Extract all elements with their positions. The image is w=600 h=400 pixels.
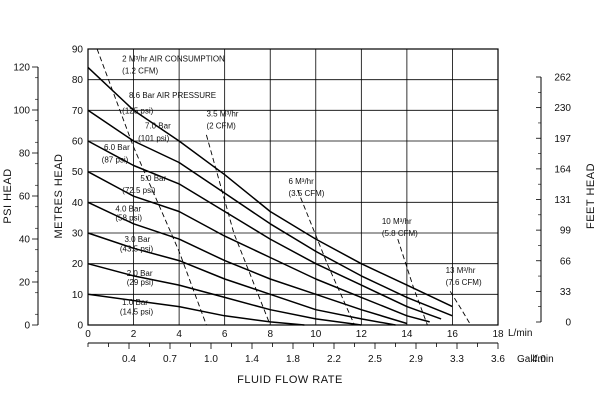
air-pressure-curve	[87, 66, 453, 308]
curve-label: 13 M³/hr	[446, 266, 476, 275]
feet-tick-label: 0	[565, 318, 571, 329]
feet-tick-label: 262	[554, 73, 571, 84]
feet-axis-title: FEET HEAD	[585, 163, 597, 229]
curve-label: 2 M³/hr AIR CONSUMPTION	[122, 54, 225, 63]
tick-labels: 0 2 4 6 8 10 12 14 16 18 0 10 20 30 40 50 60 70 80 90 0.4 0.7…	[13, 45, 571, 366]
psi-tick-label: 40	[19, 235, 31, 246]
air-pressure-curve	[87, 171, 430, 323]
curve-label: 3.5 M³/hr	[206, 109, 238, 118]
psi-tick-label: 60	[19, 192, 31, 203]
curve-label: 10 M³/hr	[382, 217, 412, 226]
curve-label: (101 psi)	[138, 134, 169, 143]
x2-tick-label: 1.8	[286, 354, 300, 365]
curve-label: (14.5 psi)	[120, 307, 154, 316]
x-tick-label: 10	[310, 329, 322, 340]
y-tick-label: 90	[72, 45, 84, 56]
curve-label: (87 psi)	[102, 155, 129, 164]
x2-tick-label: 1.0	[204, 354, 218, 365]
feet-tick-label: 230	[554, 103, 571, 114]
x2-tick-label: 4.0	[532, 354, 546, 365]
y-tick-label: 50	[72, 167, 84, 178]
feet-tick-label: 197	[554, 134, 571, 145]
psi-tick-label: 0	[24, 321, 30, 332]
curve-label: (5.8 CFM)	[382, 229, 418, 238]
curve-label: 4.0 Bar	[115, 205, 141, 214]
air-pressure-curve	[87, 262, 362, 326]
y-tick-label: 40	[72, 198, 84, 209]
y-tick-label: 70	[72, 106, 84, 117]
curve-label: 5.0 Bar	[140, 174, 166, 183]
data-series	[87, 48, 472, 326]
y-tick-label: 0	[77, 321, 83, 332]
psi-axis-title: PSI HEAD	[2, 168, 14, 223]
y-tick-label: 20	[72, 259, 84, 270]
x-tick-label: 6	[222, 329, 228, 340]
x2-tick-label: 2.9	[409, 354, 423, 365]
curve-label: (43.5 psi)	[120, 244, 154, 253]
x-tick-label: 18	[492, 329, 504, 340]
curve-label: (58 psi)	[115, 214, 142, 223]
y-tick-label: 10	[72, 290, 84, 301]
feet-tick-label: 164	[554, 164, 571, 175]
curve-label: 1.0 Bar	[122, 298, 148, 307]
air-pressure-curve	[87, 140, 442, 320]
curve-label: 7.0 Bar	[145, 122, 171, 131]
air-consumption-line	[449, 291, 472, 326]
x2-tick-label: 2.2	[327, 354, 341, 365]
curve-label: (29 psi)	[127, 278, 154, 287]
feet-tick-label: 66	[560, 256, 572, 267]
air-pressure-curve	[87, 293, 305, 326]
psi-tick-label: 20	[19, 278, 31, 289]
air-consumption-line	[96, 48, 207, 326]
curve-label: (1.2 CFM)	[122, 67, 158, 76]
curve-label: (2 CFM)	[206, 122, 236, 131]
feet-tick-label: 131	[554, 195, 571, 206]
x-axis-title: FLUID FLOW RATE	[237, 374, 343, 386]
curve-label: 2.0 Bar	[127, 269, 153, 278]
x2-tick-label: 1.4	[245, 354, 259, 365]
curve-label: 6 M³/hr	[288, 177, 314, 186]
air-pressure-curve	[87, 109, 453, 317]
air-pressure-curve	[87, 232, 396, 326]
y-tick-label: 80	[72, 75, 84, 86]
x-tick-label: 16	[447, 329, 459, 340]
psi-tick-label: 80	[19, 149, 31, 160]
air-pressure-curve	[87, 201, 408, 325]
x-tick-label: 12	[356, 329, 368, 340]
psi-tick-label: 100	[13, 106, 30, 117]
curve-label: 8.6 Bar AIR PRESSURE	[129, 91, 216, 100]
x-tick-label: 14	[401, 329, 413, 340]
x2-tick-label: 2.5	[368, 354, 382, 365]
x2-tick-label: 0.4	[122, 354, 136, 365]
x-tick-label: 4	[176, 329, 182, 340]
curve-label: (7.6 CFM)	[446, 278, 482, 287]
x2-tick-label: 3.6	[491, 354, 505, 365]
curve-label: (3.5 CFM)	[288, 189, 324, 198]
plot-frame	[87, 48, 499, 326]
feet-tick-label: 99	[560, 226, 572, 237]
x2-tick-label: 0.7	[163, 354, 177, 365]
curve-label: 6.0 Bar	[104, 143, 130, 152]
x2-tick-label: 3.3	[450, 354, 464, 365]
x-unit-label: L/min	[508, 328, 532, 339]
curve-label: (125 psi)	[122, 106, 153, 115]
air-consumption-line	[297, 189, 355, 326]
y-tick-label: 30	[72, 229, 84, 240]
feet-tick-label: 33	[560, 287, 572, 298]
y-axis-title: METRES HEAD	[53, 154, 65, 239]
x-tick-label: 8	[267, 329, 273, 340]
x-tick-label: 0	[85, 329, 91, 340]
y-tick-label: 60	[72, 137, 84, 148]
curve-label: (72.5 psi)	[122, 186, 156, 195]
air-consumption-line	[397, 238, 428, 326]
psi-tick-label: 120	[13, 63, 30, 74]
curve-labels: 2 M³/hr AIR CONSUMPTION (1.2 CFM) 8.6 Bar …	[102, 54, 482, 316]
x2-unit-label: Gall/min	[517, 354, 554, 365]
x-tick-label: 2	[131, 329, 137, 340]
curve-label: 3.0 Bar	[124, 235, 150, 244]
air-consumption-line	[205, 134, 271, 326]
